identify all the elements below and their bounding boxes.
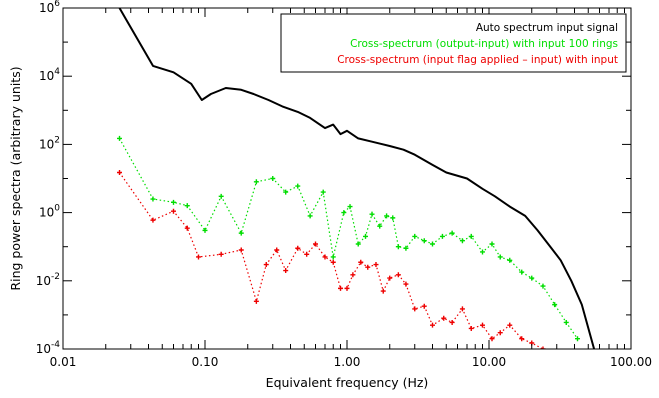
data-point-3 [171,209,176,214]
data-point-2 [540,284,545,289]
data-point-2 [348,204,353,209]
data-point-2 [490,241,495,246]
data-point-2 [308,213,313,218]
data-point-2 [185,203,190,208]
series-line-3 [120,173,544,350]
data-point-3 [403,282,408,287]
x-tick-label: 10.00 [472,355,506,369]
data-point-2 [529,276,534,281]
data-point-2 [575,336,580,341]
data-point-3 [264,262,269,267]
data-point-2 [363,234,368,239]
data-point-3 [387,276,392,281]
data-point-3 [196,254,201,259]
data-point-2 [430,241,435,246]
data-point-2 [295,184,300,189]
data-point-2 [450,231,455,236]
data-point-3 [507,323,512,328]
data-point-2 [150,197,155,202]
legend-entry-3: Cross-spectrum (input flag applied – inp… [337,54,618,66]
data-point-3 [254,299,259,304]
x-axis-title: Equivalent frequency (Hz) [266,375,429,390]
data-point-3 [338,286,343,291]
x-tick-label: 0.10 [192,355,219,369]
data-point-3 [381,289,386,294]
data-point-3 [430,323,435,328]
data-point-3 [373,262,378,267]
legend-entry-1: Auto spectrum input signal [476,22,618,34]
data-point-3 [117,170,122,175]
y-tick-label: 100 [39,204,60,220]
data-point-3 [239,248,244,253]
data-point-2 [370,212,375,217]
data-point-2 [270,176,275,181]
data-point-3 [396,272,401,277]
data-point-3 [460,306,465,311]
data-point-2 [254,179,259,184]
data-point-2 [480,249,485,254]
y-tick-label: 10-2 [36,272,60,288]
data-point-3 [422,304,427,309]
data-point-2 [117,136,122,141]
data-point-2 [564,320,569,325]
series-line-2 [120,138,578,338]
data-point-3 [441,316,446,321]
data-point-2 [171,200,176,205]
data-point-2 [396,244,401,249]
data-point-3 [274,248,279,253]
x-tick-label: 100.00 [610,355,652,369]
data-point-3 [450,320,455,325]
data-point-3 [283,268,288,273]
data-point-3 [350,272,355,277]
data-point-3 [345,286,350,291]
data-point-3 [469,326,474,331]
data-point-2 [239,231,244,236]
data-point-3 [412,306,417,311]
data-point-3 [304,252,309,257]
legend: Auto spectrum input signal Cross-spectrum… [281,14,626,72]
data-point-2 [331,254,336,259]
y-tick-label: 104 [39,67,60,83]
y-tick-label: 10-4 [36,340,61,356]
y-tick-label: 102 [39,135,60,151]
data-point-2 [219,194,224,199]
y-tick-label: 106 [39,0,60,15]
data-point-2 [321,190,326,195]
data-point-2 [422,238,427,243]
data-point-2 [440,234,445,239]
data-point-2 [498,254,503,259]
data-point-3 [498,330,503,335]
data-point-2 [390,215,395,220]
x-tick-label: 0.01 [50,355,77,369]
data-point-2 [341,210,346,215]
data-point-3 [150,218,155,223]
legend-entry-2: Cross-spectrum (output-input) with input… [350,38,618,50]
data-point-3 [365,265,370,270]
y-axis-title: Ring power spectra (arbitrary units) [8,66,23,290]
data-point-2 [412,234,417,239]
data-point-3 [331,260,336,265]
data-point-3 [219,252,224,257]
x-tick-label: 1.00 [334,355,361,369]
